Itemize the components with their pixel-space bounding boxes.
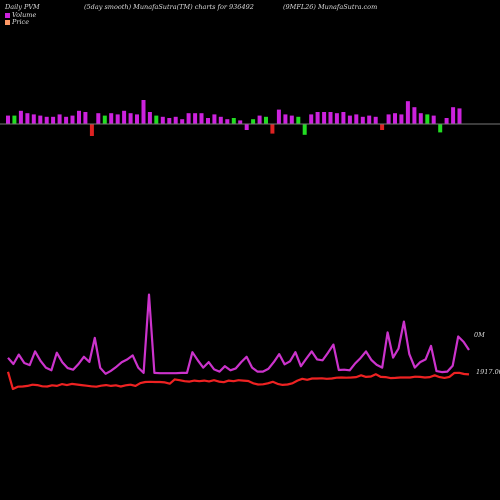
volume-bar [77, 110, 81, 124]
volume-bar [315, 112, 320, 124]
volume-bar [12, 115, 17, 124]
volume-bar [296, 116, 301, 124]
volume-bar [257, 115, 262, 124]
volume-bar [57, 114, 62, 124]
volume-bar [386, 114, 391, 124]
volume-bar [360, 116, 365, 124]
volume-bar [341, 112, 346, 124]
volume-swatch [5, 12, 10, 18]
volume-bar [206, 118, 210, 124]
volume-bar [425, 114, 430, 124]
volume-bar [199, 113, 204, 124]
volume-bar [96, 113, 101, 124]
volume-bar [128, 113, 133, 124]
volume-bar [135, 114, 139, 124]
volume-bar [334, 113, 339, 124]
volume-bar [64, 116, 69, 124]
volume-bar [180, 119, 185, 124]
volume-bar [6, 115, 10, 124]
volume-bar [141, 100, 146, 124]
volume-bar [25, 113, 30, 124]
volume-bar [405, 101, 410, 124]
volume-bar [238, 120, 243, 124]
legend-volume-label: Volume [12, 11, 37, 19]
chart-header-center: (5day smooth) MunafaSutra(TM) charts for… [84, 3, 254, 11]
volume-bar [109, 113, 114, 124]
volume-bar [380, 124, 385, 130]
volume-bar [451, 107, 456, 124]
volume-bar [83, 112, 88, 124]
volume-bar [347, 115, 352, 124]
volume-bar [173, 116, 178, 124]
volume-bar [212, 114, 217, 124]
volume-bar [115, 114, 120, 124]
volume-bar [31, 114, 36, 124]
volume-bar [193, 113, 198, 124]
volume-bar [444, 118, 449, 124]
legend-price: Price [5, 18, 29, 26]
chart-header-left: Daily PVM [5, 3, 40, 11]
legend-volume: Volume [5, 11, 36, 19]
volume-bar [89, 124, 94, 136]
volume-bar [431, 115, 436, 124]
volume-bar [322, 112, 327, 124]
volume-bar [270, 124, 275, 134]
volume-bar [70, 115, 75, 124]
volume-bar [412, 107, 417, 124]
volume-bar [251, 119, 256, 124]
volume-bar [289, 115, 294, 124]
volume-bar [102, 115, 107, 124]
price-swatch [5, 19, 10, 25]
volume-bar [147, 112, 152, 124]
volume-bar [367, 115, 372, 124]
volume-bar [231, 118, 236, 124]
volume-bar [244, 124, 249, 130]
chart-header-right: (9MFL26) MunafaSutra.com [283, 3, 378, 11]
volume-bar [225, 119, 230, 124]
volume-bar [399, 114, 404, 124]
legend-price-label: Price [12, 18, 30, 26]
volume-bar [18, 110, 23, 124]
volume-bar [438, 124, 443, 133]
volume-bar [122, 110, 127, 124]
volume-bar [393, 113, 397, 124]
volume-bar [44, 116, 49, 124]
volume-bar [167, 118, 172, 124]
volume-bar [160, 116, 165, 124]
price-line [6, 371, 470, 391]
volume-bar [328, 112, 333, 124]
volume-bar [302, 124, 307, 135]
volume-bar [38, 115, 43, 124]
volume-bar [373, 116, 378, 124]
volume-line-label: 0M [474, 331, 485, 339]
volume-bar [186, 113, 191, 124]
volume-bar [283, 114, 288, 124]
volume-bar [418, 113, 423, 124]
volume-bar [51, 116, 56, 124]
price-line-label: 1917.00 [476, 368, 500, 376]
volume-bar [154, 115, 159, 124]
volume-bars [6, 100, 462, 136]
volume-bar [276, 109, 281, 124]
volume-bar [457, 108, 462, 124]
volume-bar [218, 116, 223, 124]
volume-line [7, 293, 470, 375]
volume-bar [354, 114, 359, 124]
series-lines [6, 293, 470, 391]
volume-bar [264, 116, 268, 124]
volume-bar [309, 114, 314, 124]
